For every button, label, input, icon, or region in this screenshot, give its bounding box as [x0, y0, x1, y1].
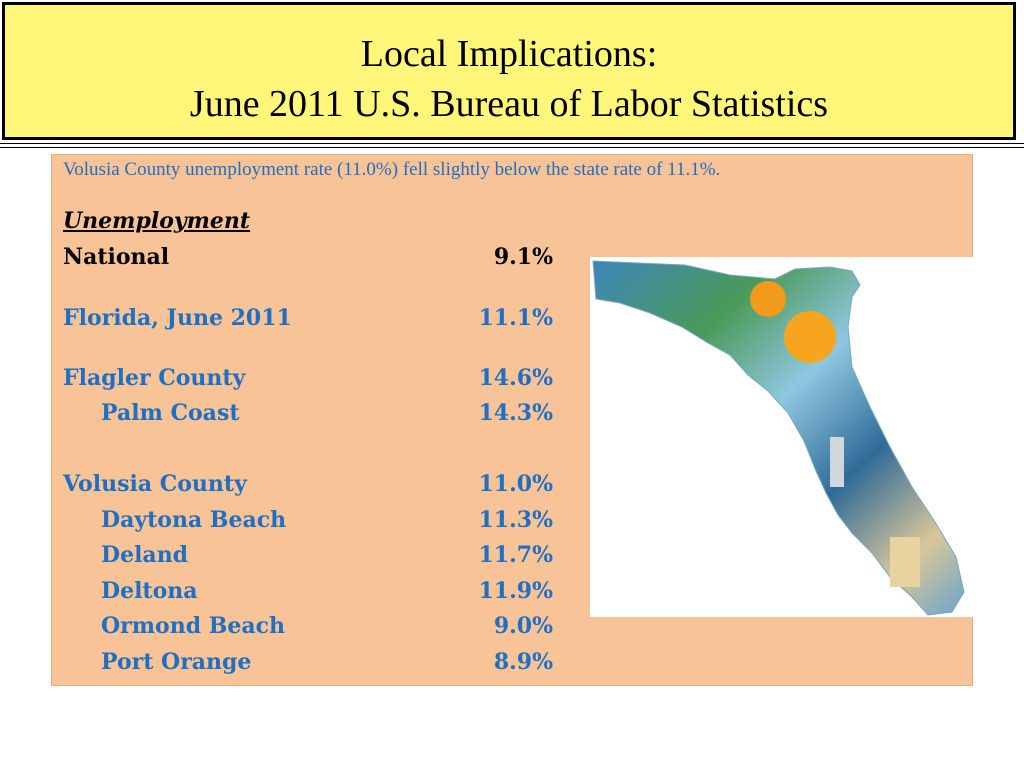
row-value: 14.3%	[478, 400, 554, 426]
florida-silhouette	[592, 260, 965, 616]
orange-fruit	[784, 311, 836, 363]
row-value: 14.6%	[478, 365, 554, 391]
section-heading: Unemployment	[63, 208, 251, 234]
divider-bottom	[0, 147, 1024, 148]
row-label: Port Orange	[101, 649, 252, 675]
row-label: Flagler County	[63, 365, 246, 391]
row-label: Deltona	[101, 578, 198, 604]
row-value: 11.7%	[478, 542, 554, 568]
title-line-1: Local Implications:	[360, 33, 658, 75]
title-line-2: June 2011 U.S. Bureau of Labor Statistic…	[189, 83, 829, 125]
divider-top	[0, 143, 1024, 144]
row-value: 11.0%	[478, 471, 554, 497]
row-label: Ormond Beach	[101, 613, 285, 639]
row-value: 8.9%	[493, 649, 553, 675]
row-value: 11.9%	[478, 578, 554, 604]
row-value: 11.1%	[478, 305, 554, 331]
row-label: Palm Coast	[101, 400, 240, 426]
content-panel: Volusia County unemployment rate (11.0%)…	[51, 154, 973, 686]
row-label: Volusia County	[63, 471, 247, 497]
row-label: Florida, June 2011	[63, 305, 292, 331]
intro-text: Volusia County unemployment rate (11.0%)…	[63, 159, 721, 180]
row-label: Daytona Beach	[101, 507, 287, 533]
beach-shape	[890, 537, 920, 587]
row-label: Deland	[101, 542, 189, 568]
florida-map-image	[590, 257, 973, 617]
title-banner: Local Implications: June 2011 U.S. Burea…	[2, 2, 1016, 140]
row-label: National	[63, 244, 170, 270]
row-value: 11.3%	[478, 507, 554, 533]
row-value: 9.0%	[493, 613, 553, 639]
row-value: 9.1%	[493, 244, 553, 270]
rocket-shape	[830, 437, 844, 487]
florida-map-svg	[592, 260, 965, 616]
orange-fruit	[750, 281, 786, 317]
